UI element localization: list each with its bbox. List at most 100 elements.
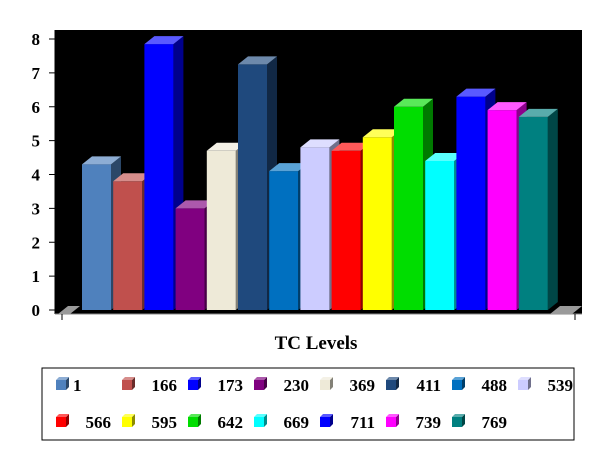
legend-swatch-top [122,414,135,417]
y-tick-label: 6 [32,98,41,117]
bar-front [300,147,330,310]
bar-front [175,208,205,310]
legend-item-1: 1 [56,376,82,395]
legend-swatch-side [264,377,267,390]
bar-top [144,36,184,45]
legend-swatch-side [132,414,135,427]
bar-front [82,164,111,310]
legend-item-230: 230 [254,376,309,395]
legend-swatch-top [452,414,465,417]
legend-swatch-side [330,414,333,427]
legend-swatch-side [66,377,69,390]
legend-swatch [56,380,66,390]
legend-swatch-side [396,377,399,390]
legend-swatch-top [122,377,135,380]
legend-label: 739 [416,413,442,432]
legend-label: 173 [218,376,244,395]
legend-item-769: 769 [452,413,507,432]
legend-swatch-side [66,414,69,427]
y-tick-label: 0 [32,301,41,320]
legend-item-488: 488 [452,376,507,395]
legend-swatch [56,417,66,427]
legend-swatch-side [198,414,201,427]
bar-top [175,200,215,209]
legend-swatch-side [132,377,135,390]
bar-front [456,96,486,311]
legend-swatch [518,380,528,390]
legend-item-595: 595 [122,413,177,432]
bar-top [456,88,496,97]
legend-swatch-top [386,377,399,380]
y-tick-label: 3 [32,199,41,218]
y-tick-label: 7 [32,64,41,83]
legend-swatch [254,417,264,427]
legend-swatch-top [56,414,69,417]
legend-swatch [386,380,396,390]
legend-label: 595 [152,413,178,432]
legend-swatch-top [188,414,201,417]
legend-label: 669 [284,413,310,432]
legend-item-173: 173 [188,376,243,395]
legend-item-642: 642 [188,413,243,432]
legend-swatch [452,417,462,427]
legend-swatch [188,417,198,427]
floor-right-edge [550,306,582,314]
bar-side [547,108,558,310]
legend-item-739: 739 [386,413,441,432]
legend-swatch [122,417,132,427]
legend: 1 166 173 230 369 411 488 539 566 595 642 669 711 739… [56,376,573,432]
bar-front [331,150,361,310]
bar-top [362,129,402,138]
floor-left-edge [58,306,80,314]
legend-swatch-side [462,377,465,390]
x-axis-label: TC Levels [275,333,358,354]
legend-swatch [320,417,330,427]
legend-item-539: 539 [518,376,573,395]
legend-swatch-side [528,377,531,390]
bar-top [518,108,558,117]
y-tick-label: 1 [32,267,41,286]
y-tick-label: 8 [32,30,41,49]
legend-swatch-top [56,377,69,380]
legend-label: 539 [548,376,574,395]
legend-label: 411 [416,376,441,395]
legend-swatch-top [452,377,465,380]
legend-label: 769 [482,413,508,432]
legend-swatch [386,417,396,427]
legend-swatch-side [330,377,333,390]
legend-swatch-side [198,377,201,390]
legend-label: 642 [218,413,244,432]
bar-top [269,163,309,172]
bar-front [113,181,143,310]
chart-floor [55,306,582,320]
bar-top [300,139,340,148]
legend-item-669: 669 [254,413,309,432]
legend-swatch-top [320,377,333,380]
bar-top [82,156,121,165]
bar-front [518,116,548,310]
legend-label: 230 [284,376,310,395]
legend-swatch [452,380,462,390]
legend-swatch-top [254,377,267,380]
bar-front [238,64,267,310]
y-axis: 0 1 2 3 4 5 6 7 8 [32,30,56,320]
legend-item-711: 711 [320,413,375,432]
legend-item-411: 411 [386,376,441,395]
legend-swatch-top [386,414,399,417]
legend-label: 1 [73,376,82,395]
legend-swatch [320,380,330,390]
y-tick-label: 5 [32,132,41,151]
legend-swatch [122,380,132,390]
legend-swatch-top [320,414,333,417]
y-tick-label: 2 [32,233,41,252]
legend-swatch-top [518,377,531,380]
y-tick-label: 4 [32,166,41,185]
legend-swatch-top [254,414,267,417]
bar-top [487,102,527,111]
bar-top [394,98,433,107]
bar-top [113,173,153,182]
legend-swatch-side [264,414,267,427]
legend-label: 369 [350,376,376,395]
legend-swatch-side [396,414,399,427]
bar-front [144,44,174,311]
